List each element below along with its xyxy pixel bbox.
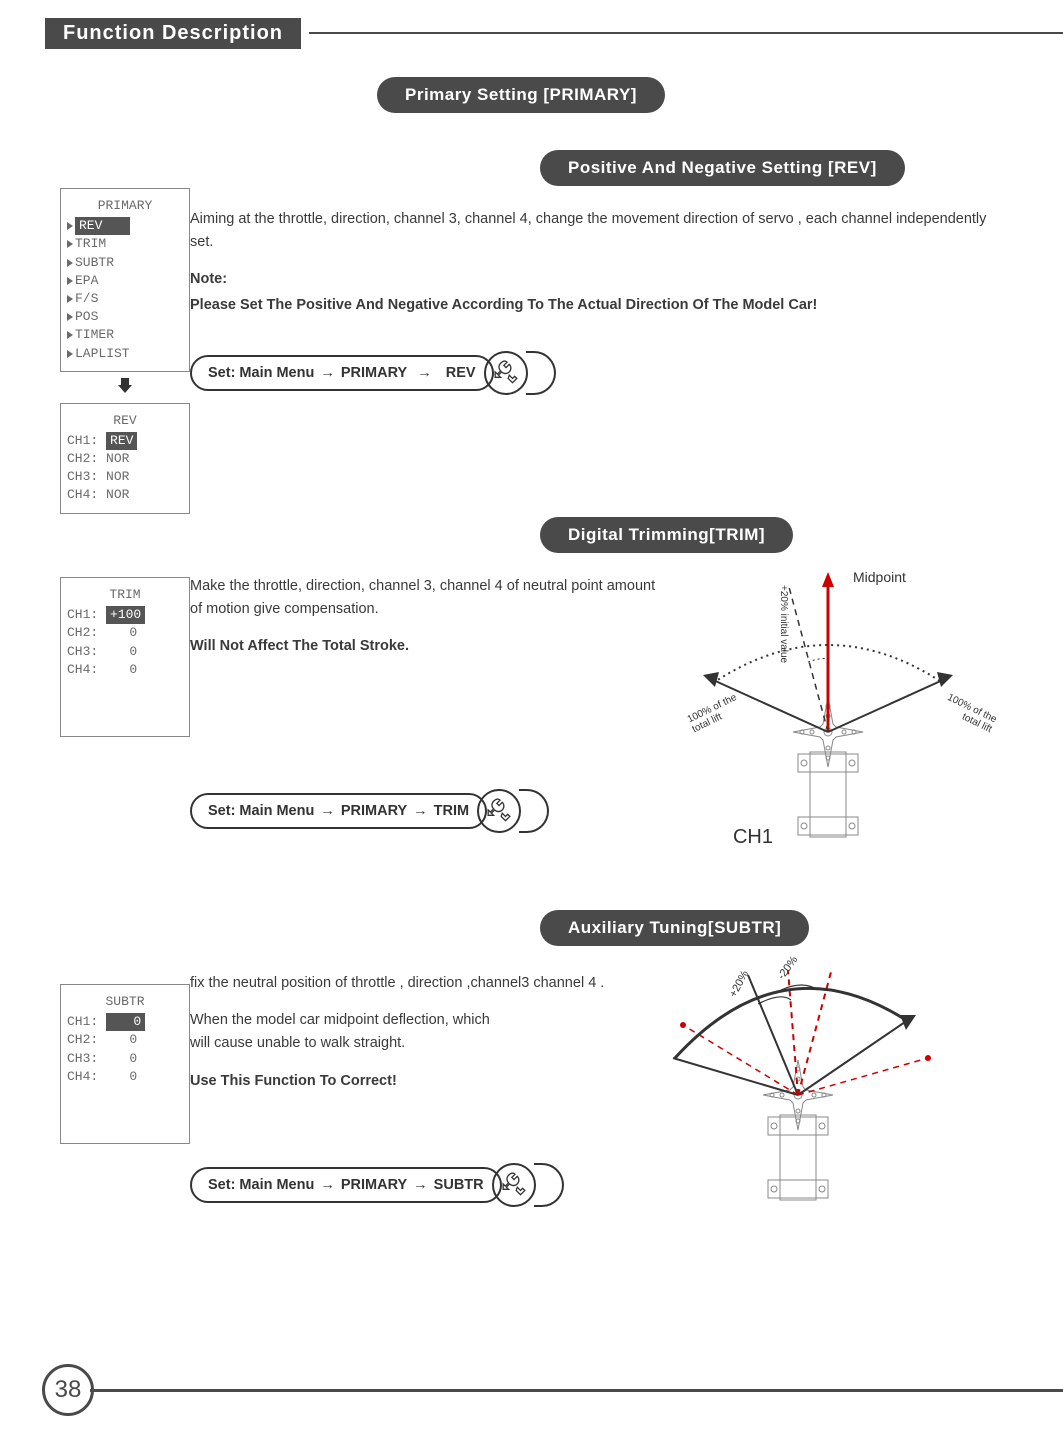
trim-desc1: Make the throttle, direction, channel 3,… xyxy=(190,575,660,621)
rev-description: Aiming at the throttle, direction, chann… xyxy=(190,208,1003,254)
screen-row: CH4: 0 xyxy=(67,1068,183,1086)
subtr-servo-diagram: +20% -20% xyxy=(653,950,953,1210)
trim-screen-col: TRIM CH1: +100CH2: 0CH3: 0CH4: 0 xyxy=(60,577,210,741)
page-header: Function Description xyxy=(45,18,1063,48)
midpoint-label: Midpoint xyxy=(853,569,906,585)
screen-row: CH2: 0 xyxy=(67,624,183,642)
rev-note-label: Note: xyxy=(190,268,1003,291)
page-number: 38 xyxy=(42,1364,94,1416)
menu-item: REV xyxy=(67,217,183,235)
screen-row: CH1: 0 xyxy=(67,1013,183,1031)
primary-setting-pill: Primary Setting [PRIMARY] xyxy=(377,77,665,113)
menu-item: EPA xyxy=(67,272,183,290)
initial-value-label: +20% initial value xyxy=(778,585,789,663)
menu-item: LAPLIST xyxy=(67,345,183,363)
rev-detail-screen: REV CH1: REVCH2: NORCH3: NORCH4: NOR xyxy=(60,403,190,514)
screen-row: CH2: NOR xyxy=(67,450,183,468)
ch1-label: CH1 xyxy=(733,826,773,849)
screen-row: CH1: REV xyxy=(67,432,183,450)
rev-pill: Positive And Negative Setting [REV] xyxy=(540,150,905,186)
page-title: Function Description xyxy=(45,18,301,49)
screen-row: CH4: 0 xyxy=(67,661,183,679)
subtr-screen-col: SUBTR CH1: 0CH2: 0CH3: 0CH4: 0 xyxy=(60,984,210,1148)
trim-pill: Digital Trimming[TRIM] xyxy=(540,517,793,553)
menu-item: POS xyxy=(67,308,183,326)
section-trim: Digital Trimming[TRIM] TRIM CH1: +100CH2… xyxy=(60,517,1003,563)
header-rule xyxy=(309,32,1063,34)
subtr-screen: SUBTR CH1: 0CH2: 0CH3: 0CH4: 0 xyxy=(60,984,190,1144)
section-subtr: Auxiliary Tuning[SUBTR] SUBTR CH1: 0CH2:… xyxy=(60,910,1003,956)
trim-servo-diagram: CH1 Midpoint +20% initial value 100% of … xyxy=(683,567,993,857)
section-rev: Positive And Negative Setting [REV] PRIM… xyxy=(60,150,1003,196)
screen-row: CH4: NOR xyxy=(67,486,183,504)
menu-item: TRIM xyxy=(67,235,183,253)
menu-item: F/S xyxy=(67,290,183,308)
rev-screens: PRIMARY REV TRIMSUBTREPAF/SPOSTIMERLAPLI… xyxy=(60,188,210,518)
primary-menu-screen: PRIMARY REV TRIMSUBTREPAF/SPOSTIMERLAPLI… xyxy=(60,188,190,372)
screen-row: CH1: +100 xyxy=(67,606,183,624)
screen-row: CH3: 0 xyxy=(67,643,183,661)
down-arrow-icon xyxy=(60,376,190,399)
subtr-pill: Auxiliary Tuning[SUBTR] xyxy=(540,910,809,946)
trim-screen: TRIM CH1: +100CH2: 0CH3: 0CH4: 0 xyxy=(60,577,190,737)
menu-item: SUBTR xyxy=(67,254,183,272)
subtr-nav-path: Set: Main Menu→ PRIMARY→ SUBTR xyxy=(190,1167,502,1203)
menu-item: TIMER xyxy=(67,326,183,344)
screen-row: CH3: NOR xyxy=(67,468,183,486)
footer-rule xyxy=(90,1389,1063,1392)
trim-nav-path: Set: Main Menu→ PRIMARY→ TRIM xyxy=(190,793,487,829)
subtr-desc2: When the model car midpoint deflection, … xyxy=(190,1009,490,1055)
rev-nav-path: Set: Main Menu→ PRIMARY → REV xyxy=(190,355,494,391)
rev-note-body: Please Set The Positive And Negative Acc… xyxy=(190,294,1003,317)
screen-row: CH2: 0 xyxy=(67,1031,183,1049)
screen-row: CH3: 0 xyxy=(67,1050,183,1068)
